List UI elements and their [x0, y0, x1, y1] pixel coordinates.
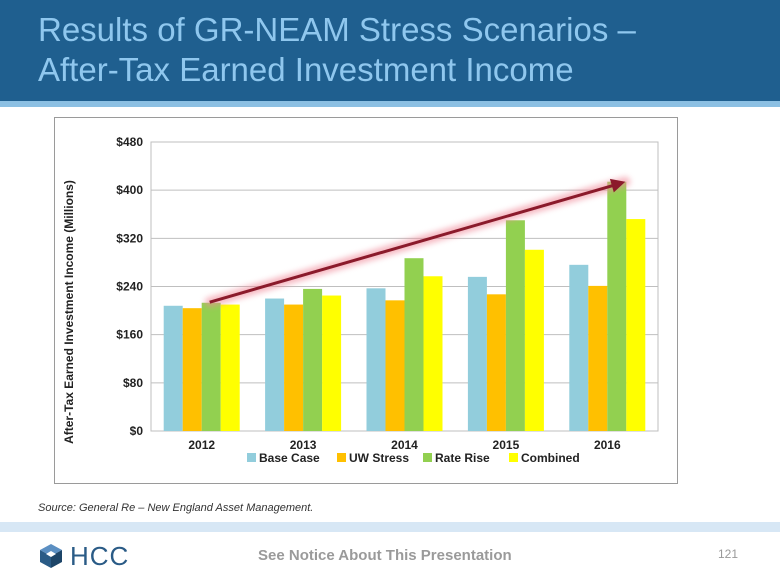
chart-frame: $0 $80 $160 $240 $320 $400 $480 2012 2013 2014 201…	[54, 117, 678, 484]
legend-label: Rate Rise	[435, 451, 490, 465]
bar-uw-stress-2015	[486, 294, 506, 431]
y-tick-label: $0	[130, 424, 144, 438]
logo-text: HCC	[70, 541, 130, 571]
legend-swatch	[247, 453, 256, 462]
bar-uw-stress-2016	[588, 285, 608, 431]
x-tick-label: 2013	[290, 438, 317, 452]
legend-swatch	[423, 453, 432, 462]
y-tick-label: $480	[116, 135, 143, 149]
trend-arrow-head	[609, 178, 626, 193]
bar-base-case-2014	[366, 288, 386, 431]
bar-combined-2012	[220, 304, 240, 431]
chart-legend: Base Case UW Stress Rate Rise Combined	[247, 451, 580, 465]
bar-rate-rise-2013	[303, 288, 323, 431]
legend-label: UW Stress	[349, 451, 409, 465]
bar-base-case-2012	[163, 305, 183, 431]
y-axis-label: After-Tax Earned Investment Income (Mill…	[62, 180, 76, 444]
header-band: Results of GR-NEAM Stress Scenarios – Af…	[0, 0, 780, 101]
bar-uw-stress-2012	[182, 308, 202, 431]
bars-layer	[163, 181, 646, 431]
legend-swatch	[337, 453, 346, 462]
bar-rate-rise-2012	[201, 302, 221, 431]
footer-band	[0, 522, 780, 532]
y-tick-label: $240	[116, 280, 143, 294]
y-tick-label: $80	[123, 376, 143, 390]
y-tick-label: $160	[116, 328, 143, 342]
bar-base-case-2015	[467, 276, 487, 431]
y-tick-label: $320	[116, 231, 143, 245]
bar-chart: $0 $80 $160 $240 $320 $400 $480 2012 2013 2014 201…	[62, 135, 659, 465]
x-tick-label: 2014	[391, 438, 418, 452]
bar-combined-2014	[423, 276, 443, 431]
x-tick-label: 2012	[188, 438, 215, 452]
x-tick-label: 2016	[594, 438, 621, 452]
bar-combined-2016	[626, 219, 646, 431]
source-note: Source: General Re – New England Asset M…	[38, 502, 314, 514]
notice-link[interactable]: See Notice About This Presentation	[258, 547, 512, 564]
legend-label: Combined	[521, 451, 580, 465]
bar-uw-stress-2013	[284, 304, 304, 431]
page-title: Results of GR-NEAM Stress Scenarios – Af…	[38, 10, 636, 90]
axis-layer: $0 $80 $160 $240 $320 $400 $480 2012 2013 2014 201…	[116, 135, 621, 452]
hcc-logo-icon	[40, 544, 62, 568]
bar-base-case-2016	[569, 264, 589, 431]
header-accent-bar	[0, 101, 780, 107]
page-number: 121	[718, 547, 739, 561]
title-line-1: Results of GR-NEAM Stress Scenarios –	[38, 11, 636, 48]
bar-base-case-2013	[265, 298, 285, 431]
x-tick-label: 2015	[493, 438, 520, 452]
y-tick-label: $400	[116, 183, 143, 197]
title-line-2: After-Tax Earned Investment Income	[38, 51, 574, 88]
legend-label: Base Case	[259, 451, 320, 465]
legend-swatch	[509, 453, 518, 462]
trend-arrow-shaft	[209, 182, 620, 304]
bar-rate-rise-2016	[607, 181, 627, 431]
bar-combined-2015	[524, 249, 544, 431]
bar-uw-stress-2014	[385, 300, 405, 431]
bar-rate-rise-2014	[404, 258, 424, 431]
bar-combined-2013	[322, 295, 342, 431]
trend-arrow	[204, 176, 631, 308]
bar-rate-rise-2015	[505, 220, 525, 431]
